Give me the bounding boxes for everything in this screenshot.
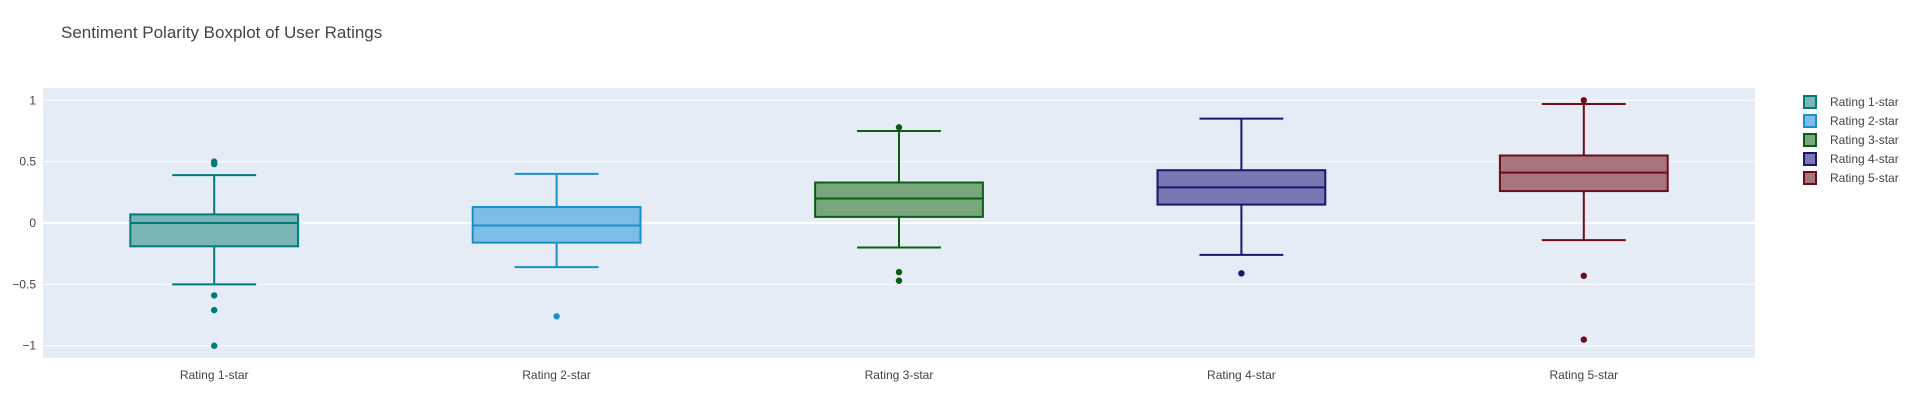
x-tick-label: Rating 3-star bbox=[865, 368, 934, 382]
legend-swatch bbox=[1803, 171, 1817, 185]
outlier-point[interactable] bbox=[211, 306, 218, 314]
x-tick-label: Rating 1-star bbox=[180, 368, 249, 382]
box-2-star bbox=[471, 172, 642, 320]
x-axis-ticks: Rating 1-star Rating 2-star Rating 3-star R… bbox=[180, 368, 1618, 382]
x-tick-label: Rating 5-star bbox=[1549, 368, 1618, 382]
x-tick-label: Rating 2-star bbox=[522, 368, 591, 382]
legend-item-1-star[interactable]: Rating 1-star bbox=[1803, 95, 1899, 109]
outlier-point[interactable] bbox=[553, 313, 560, 320]
legend-item-4-star[interactable]: Rating 4-star bbox=[1803, 152, 1899, 166]
legend-item-2-star[interactable]: Rating 2-star bbox=[1803, 114, 1899, 128]
y-tick-label: 0.5 bbox=[19, 155, 36, 169]
legend-swatch bbox=[1803, 114, 1817, 128]
y-tick-label: 1 bbox=[29, 93, 36, 107]
outlier-point[interactable] bbox=[211, 160, 218, 168]
outlier-point[interactable] bbox=[1580, 272, 1588, 279]
legend-item-3-star[interactable]: Rating 3-star bbox=[1803, 133, 1899, 147]
legend-swatch bbox=[1803, 152, 1817, 166]
outlier-point[interactable] bbox=[211, 342, 218, 349]
x-tick-label: Rating 4-star bbox=[1207, 368, 1276, 382]
legend-label: Rating 4-star bbox=[1830, 152, 1899, 166]
outlier-point[interactable] bbox=[1580, 97, 1588, 104]
outlier-point[interactable] bbox=[895, 277, 903, 284]
legend-label: Rating 3-star bbox=[1830, 133, 1899, 147]
outlier-point[interactable] bbox=[895, 124, 903, 131]
legend-swatch bbox=[1803, 133, 1817, 147]
iqr-box[interactable] bbox=[129, 213, 300, 248]
legend-item-5-star[interactable]: Rating 5-star bbox=[1803, 171, 1899, 185]
box-4-star bbox=[1156, 117, 1327, 277]
iqr-box[interactable] bbox=[814, 181, 984, 218]
outlier-point[interactable] bbox=[895, 268, 903, 276]
box-1-star bbox=[129, 158, 300, 349]
box-5-star bbox=[1498, 97, 1669, 343]
boxes-layer bbox=[129, 97, 1669, 349]
y-tick-label: 0 bbox=[29, 216, 36, 230]
legend-label: Rating 5-star bbox=[1830, 171, 1899, 185]
legend[interactable]: Rating 1-star Rating 2-star Rating 3-star R… bbox=[1803, 95, 1899, 185]
y-tick-label: −0.5 bbox=[12, 277, 36, 291]
y-tick-label: −1 bbox=[22, 339, 36, 353]
legend-swatch bbox=[1803, 95, 1817, 109]
legend-label: Rating 1-star bbox=[1830, 95, 1899, 109]
y-axis-ticks: 1 0.5 0 −0.5 −1 bbox=[12, 93, 36, 352]
outlier-point[interactable] bbox=[1580, 336, 1588, 343]
outlier-point[interactable] bbox=[1238, 270, 1245, 277]
outlier-point[interactable] bbox=[211, 292, 218, 299]
legend-label: Rating 2-star bbox=[1830, 114, 1899, 128]
box-3-star bbox=[814, 124, 984, 284]
chart-title: Sentiment Polarity Boxplot of User Ratin… bbox=[61, 23, 382, 42]
